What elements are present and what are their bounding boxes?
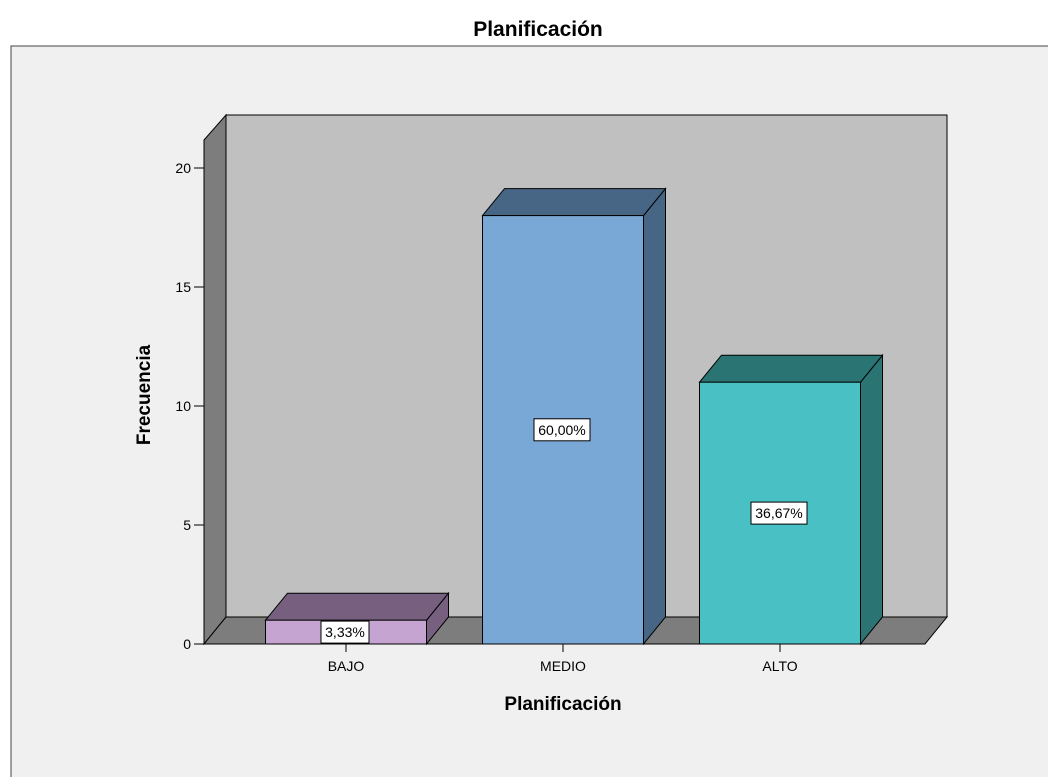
data-label: 60,00%	[538, 422, 585, 438]
y-axis-title: Frecuencia	[134, 344, 155, 445]
bar-top	[698, 354, 884, 383]
data-label-box	[750, 501, 808, 525]
data-label-box	[320, 620, 370, 644]
bar-side	[643, 187, 666, 646]
bar-bajo: 3,33%	[264, 591, 450, 646]
x-tick-label: BAJO	[328, 658, 365, 674]
y-tick-label: 5	[183, 517, 191, 533]
x-axis: BAJO MEDIO ALTO	[328, 644, 798, 674]
y-tick-label: 10	[175, 398, 191, 414]
data-label: 36,67%	[755, 505, 802, 521]
bar-top	[481, 188, 667, 217]
bar-top	[264, 592, 450, 621]
chart-title: Planificación	[473, 18, 603, 41]
bar-side	[860, 353, 883, 646]
bar-alto: 36,67%	[698, 353, 884, 646]
y-tick-label: 20	[175, 160, 191, 176]
data-label: 3,33%	[325, 624, 365, 640]
x-tick-label: ALTO	[762, 658, 797, 674]
bar-medio: 60,00%	[481, 187, 667, 646]
y-tick-label: 15	[175, 279, 191, 295]
y-axis: 0 5 10 15 20	[175, 160, 204, 652]
y-tick-label: 0	[183, 636, 191, 652]
side-wall	[203, 113, 227, 646]
bars: 3,33% 60,00% 36,67%	[264, 187, 884, 646]
x-tick-label: MEDIO	[540, 658, 586, 674]
x-axis-title: Planificación	[504, 694, 621, 715]
data-label-box	[533, 418, 591, 442]
